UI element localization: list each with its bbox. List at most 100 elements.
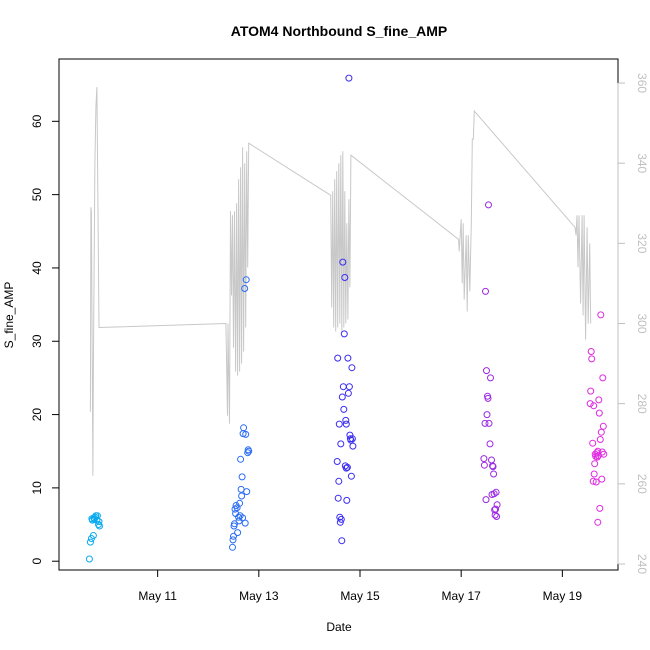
- data-point-s4-14: [594, 518, 602, 526]
- data-point-s3-4: [482, 496, 490, 504]
- data-point-s3-10: [485, 419, 493, 427]
- data-point-s1-28: [237, 455, 245, 463]
- y-axis-label: S_fine_AMP: [2, 282, 16, 349]
- data-point-s1-0: [229, 543, 236, 551]
- data-point-s1-21: [241, 519, 249, 527]
- data-point-s1-24: [243, 488, 251, 496]
- data-point-s2-3: [335, 477, 343, 485]
- y-tick-label-0: 0: [30, 558, 44, 565]
- data-point-s2-13: [340, 405, 348, 413]
- data-point-s2-0: [333, 458, 341, 465]
- data-point-s0-12: [95, 521, 102, 528]
- data-point-s1-12: [236, 499, 244, 507]
- data-point-s4-11: [592, 478, 600, 486]
- data-point-s1-14: [237, 485, 245, 493]
- data-point-s4-18: [596, 504, 604, 512]
- data-point-s0-0: [85, 555, 93, 563]
- data-point-s2-32: [342, 464, 350, 472]
- data-point-s1-23: [242, 276, 250, 284]
- x-tick-label-0: May 11: [138, 589, 177, 603]
- data-point-s3-3: [482, 287, 489, 295]
- data-point-s1-19: [240, 424, 248, 432]
- data-point-s1-1: [229, 536, 237, 544]
- data-point-s2-21: [344, 354, 352, 362]
- data-point-s1-22: [242, 430, 250, 438]
- data-point-s2-27: [347, 436, 355, 444]
- data-point-s3-5: [483, 367, 490, 375]
- secondary-line-layer: [89, 87, 592, 476]
- x-tick-label-3: May 17: [441, 589, 481, 603]
- data-point-s2-10: [338, 393, 346, 401]
- data-point-s0-13: [95, 518, 103, 526]
- y2-tick-label-1: 260: [635, 474, 649, 494]
- x-axis-label: Date: [326, 620, 352, 634]
- data-point-s4-25: [599, 422, 607, 430]
- data-point-s4-7: [590, 470, 598, 478]
- data-point-s2-17: [342, 416, 350, 424]
- y-tick-label-1: 10: [30, 481, 44, 495]
- data-point-s3-21: [492, 505, 500, 513]
- data-point-s3-0: [480, 455, 488, 463]
- data-point-s2-2: [334, 494, 342, 502]
- data-point-s2-28: [347, 472, 355, 480]
- data-point-s3-2: [481, 419, 489, 427]
- chart-title: ATOM4 Northbound S_fine_AMP: [231, 23, 447, 39]
- data-point-s4-22: [598, 475, 606, 483]
- data-point-s4-6: [590, 402, 598, 410]
- data-point-s1-15: [238, 492, 246, 500]
- data-point-s2-29: [348, 364, 356, 372]
- data-point-s3-13: [488, 456, 495, 464]
- secondary-y-axis: 240 260 280 300 320 340 360: [617, 73, 649, 574]
- data-point-s2-15: [341, 274, 349, 281]
- x-tick-label-2: May 15: [340, 589, 380, 603]
- y-tick-label-5: 50: [30, 188, 44, 202]
- data-point-s0-5: [89, 532, 97, 539]
- data-point-s2-20: [343, 463, 351, 471]
- data-point-s1-20: [241, 285, 249, 292]
- data-point-s4-8: [591, 460, 599, 468]
- data-point-s3-9: [485, 201, 492, 209]
- data-point-s4-26: [600, 450, 608, 458]
- x-tick-label-1: May 13: [239, 589, 279, 603]
- data-point-s4-1: [587, 387, 595, 395]
- data-point-s0-14: [96, 522, 103, 530]
- y-tick-label-2: 20: [30, 408, 44, 422]
- y-tick-label-3: 30: [30, 334, 44, 348]
- data-point-s4-2: [587, 348, 595, 355]
- data-point-s4-19: [596, 436, 604, 443]
- data-point-s2-14: [340, 330, 348, 338]
- data-point-s4-20: [597, 311, 605, 319]
- data-point-s4-0: [586, 400, 594, 408]
- data-point-s2-9: [338, 537, 346, 545]
- data-point-s2-1: [334, 354, 342, 362]
- data-point-s3-24: [493, 501, 501, 509]
- data-point-s3-18: [490, 490, 498, 498]
- y2-tick-label-6: 360: [635, 73, 649, 93]
- data-point-s3-6: [483, 411, 491, 419]
- data-point-s3-1: [480, 461, 488, 469]
- plot-frame: [58, 58, 619, 571]
- data-point-s2-22: [344, 389, 352, 397]
- data-point-s3-16: [489, 463, 497, 471]
- data-point-s1-25: [244, 449, 252, 457]
- data-point-s3-11: [486, 440, 494, 448]
- data-point-s1-27: [245, 447, 253, 455]
- data-point-s1-9: [234, 529, 242, 537]
- data-point-s1-10: [235, 513, 243, 521]
- data-point-s2-19: [343, 496, 351, 504]
- data-point-s4-16: [595, 396, 603, 404]
- data-point-s4-5: [589, 477, 597, 485]
- data-point-s0-10: [93, 516, 101, 524]
- data-point-s2-24: [345, 383, 353, 391]
- y-tick-label-6: 60: [30, 114, 44, 128]
- data-point-s3-12: [487, 374, 494, 382]
- y2-tick-label-0: 240: [635, 554, 649, 574]
- data-point-s0-1: [86, 538, 94, 546]
- data-point-s4-17: [595, 409, 603, 417]
- data-point-s2-12: [339, 383, 347, 391]
- data-point-s4-27: [594, 447, 602, 455]
- y2-tick-label-3: 300: [635, 314, 649, 334]
- data-point-s4-3: [588, 355, 596, 363]
- data-point-s2-7: [337, 440, 345, 448]
